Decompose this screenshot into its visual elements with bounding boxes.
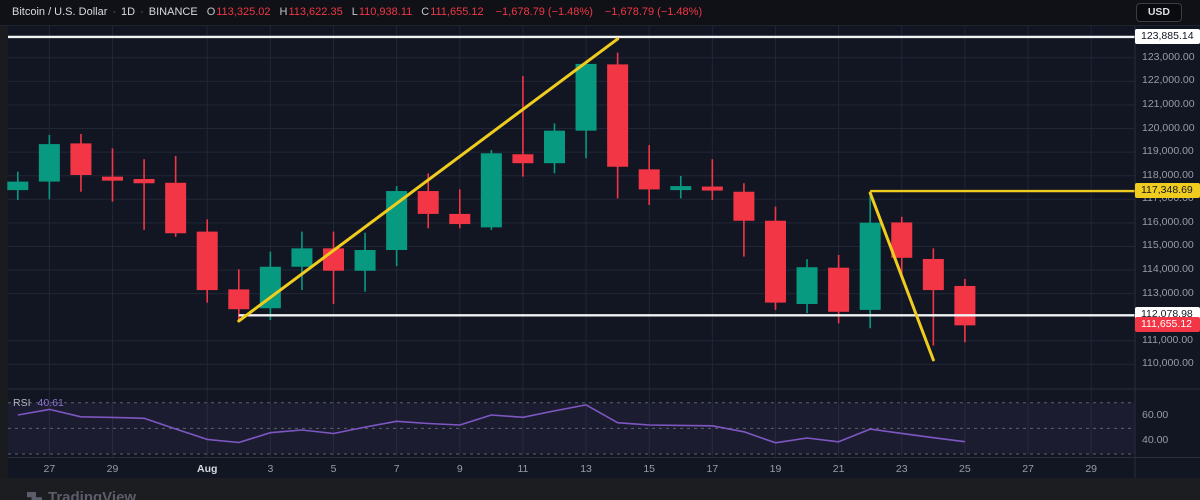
price-tick-label: 116,000.00 bbox=[1142, 215, 1194, 228]
currency-toggle-usd[interactable]: USD bbox=[1135, 3, 1182, 22]
exchange-label[interactable]: BINANCE bbox=[148, 6, 198, 18]
rsi-tick-label: 40.00 bbox=[1142, 434, 1169, 447]
price-tick-label: 123,000.00 bbox=[1142, 50, 1195, 63]
candle-body bbox=[575, 63, 597, 131]
open-value: 113,325.02 bbox=[216, 6, 271, 18]
low-value: 110,938.11 bbox=[358, 6, 413, 18]
price-tick-label: 120,000.00 bbox=[1142, 121, 1195, 134]
candle-body bbox=[891, 222, 913, 258]
time-tick-label: 29 bbox=[1085, 463, 1098, 475]
price-tick-label: 118,000.00 bbox=[1142, 168, 1194, 181]
time-tick-label: 25 bbox=[959, 463, 971, 475]
time-tick-label: 17 bbox=[706, 463, 719, 475]
rsi-legend: RSI 40.61 bbox=[13, 397, 64, 409]
candle-body bbox=[38, 144, 60, 182]
legend-separator: · bbox=[140, 6, 144, 18]
candle-body bbox=[828, 267, 850, 312]
candle-body bbox=[543, 130, 565, 164]
footer-strip: TradingView bbox=[0, 478, 1200, 500]
tradingview-logo-icon bbox=[27, 492, 42, 500]
time-tick-label: 19 bbox=[769, 463, 782, 475]
candlestick-series[interactable] bbox=[7, 52, 976, 346]
candle-body bbox=[670, 186, 692, 191]
candle-body bbox=[228, 289, 250, 310]
time-tick-label: 3 bbox=[267, 463, 274, 475]
chart-header: Bitcoin / U.S. Dollar · 1D · BINANCE O 1… bbox=[0, 0, 1200, 26]
price-tick-label: 119,000.00 bbox=[1142, 145, 1194, 158]
candle-body bbox=[764, 220, 786, 303]
time-axis[interactable]: 27 29 Aug 3 5 7 9 11 13 15 17 19 21 23 25 27 29 bbox=[0, 457, 1135, 478]
symbol-legend: Bitcoin / U.S. Dollar · 1D · BINANCE O 1… bbox=[0, 0, 1200, 24]
close-value: 111,655.12 bbox=[430, 6, 484, 18]
time-tick-label: 29 bbox=[106, 463, 119, 475]
high-letter: H bbox=[279, 6, 288, 18]
candle-body bbox=[796, 267, 818, 305]
time-tick-label: 23 bbox=[895, 463, 908, 475]
candle-body bbox=[701, 186, 723, 191]
candle-body bbox=[133, 179, 155, 184]
price-tick-label: 121,000.00 bbox=[1142, 97, 1195, 110]
symbol-title[interactable]: Bitcoin / U.S. Dollar bbox=[12, 6, 108, 18]
candle-body bbox=[354, 250, 376, 271]
low-letter: L bbox=[351, 6, 358, 18]
open-letter: O bbox=[206, 6, 216, 18]
rsi-current-value: 40.61 bbox=[37, 397, 64, 409]
candle-body bbox=[291, 248, 313, 267]
candle-body bbox=[165, 182, 187, 234]
price-level-label: 117,348.69 bbox=[1135, 183, 1200, 199]
candle-body bbox=[259, 266, 281, 309]
candle-body bbox=[638, 169, 660, 190]
time-tick-label: 5 bbox=[330, 463, 337, 475]
candle-body bbox=[386, 191, 408, 250]
candle-body bbox=[417, 191, 439, 214]
candle-body bbox=[102, 176, 124, 181]
interval-label[interactable]: 1D bbox=[121, 6, 136, 18]
time-tick-label: 21 bbox=[832, 463, 845, 475]
candle-body bbox=[512, 154, 534, 164]
time-tick-label: 15 bbox=[643, 463, 656, 475]
change-extended-value: −1,678.79 (−1.48%) bbox=[604, 6, 703, 18]
rsi-tick-label: 60.00 bbox=[1142, 408, 1169, 421]
candle-body bbox=[196, 231, 218, 291]
close-letter: C bbox=[421, 6, 430, 18]
price-tick-label: 113,000.00 bbox=[1142, 286, 1194, 299]
trendline[interactable] bbox=[868, 191, 935, 362]
candle-body bbox=[922, 258, 944, 291]
time-tick-label: 7 bbox=[393, 463, 400, 475]
price-axis[interactable]: 123,000.00 122,000.00 121,000.00 120,000.00… bbox=[1135, 0, 1200, 478]
price-level-label: 111,655.12 bbox=[1135, 317, 1200, 333]
candle-body bbox=[449, 213, 471, 225]
candle-body bbox=[70, 143, 92, 175]
time-tick-label: 13 bbox=[580, 463, 592, 475]
time-tick-label: 9 bbox=[456, 463, 463, 475]
price-level-label: 123,885.14 bbox=[1135, 28, 1200, 44]
rsi-indicator-name[interactable]: RSI bbox=[13, 397, 31, 409]
candle-body bbox=[954, 285, 976, 326]
candle-body bbox=[859, 222, 881, 310]
price-tick-label: 110,000.00 bbox=[1142, 357, 1194, 370]
price-tick-label: 115,000.00 bbox=[1142, 239, 1194, 252]
candle-body bbox=[733, 191, 755, 221]
time-tick-label: 27 bbox=[43, 463, 56, 475]
change-value: −1,678.79 (−1.48%) bbox=[495, 6, 593, 18]
time-tick-label: 11 bbox=[517, 463, 529, 475]
tradingview-logo[interactable]: TradingView bbox=[27, 489, 136, 500]
candle-body bbox=[607, 64, 629, 167]
price-tick-label: 114,000.00 bbox=[1142, 263, 1194, 276]
time-tick-label: Aug bbox=[197, 463, 218, 475]
tradingview-logo-text: TradingView bbox=[48, 489, 137, 500]
high-value: 113,622.35 bbox=[288, 6, 343, 18]
rsi-line[interactable] bbox=[17, 404, 966, 444]
legend-separator: · bbox=[112, 6, 117, 18]
candle-body bbox=[7, 181, 29, 191]
time-tick-label: 27 bbox=[1022, 463, 1034, 475]
price-tick-label: 111,000.00 bbox=[1142, 333, 1193, 346]
candle-body bbox=[480, 153, 502, 228]
trendline[interactable] bbox=[237, 37, 620, 323]
price-tick-label: 122,000.00 bbox=[1142, 74, 1195, 87]
